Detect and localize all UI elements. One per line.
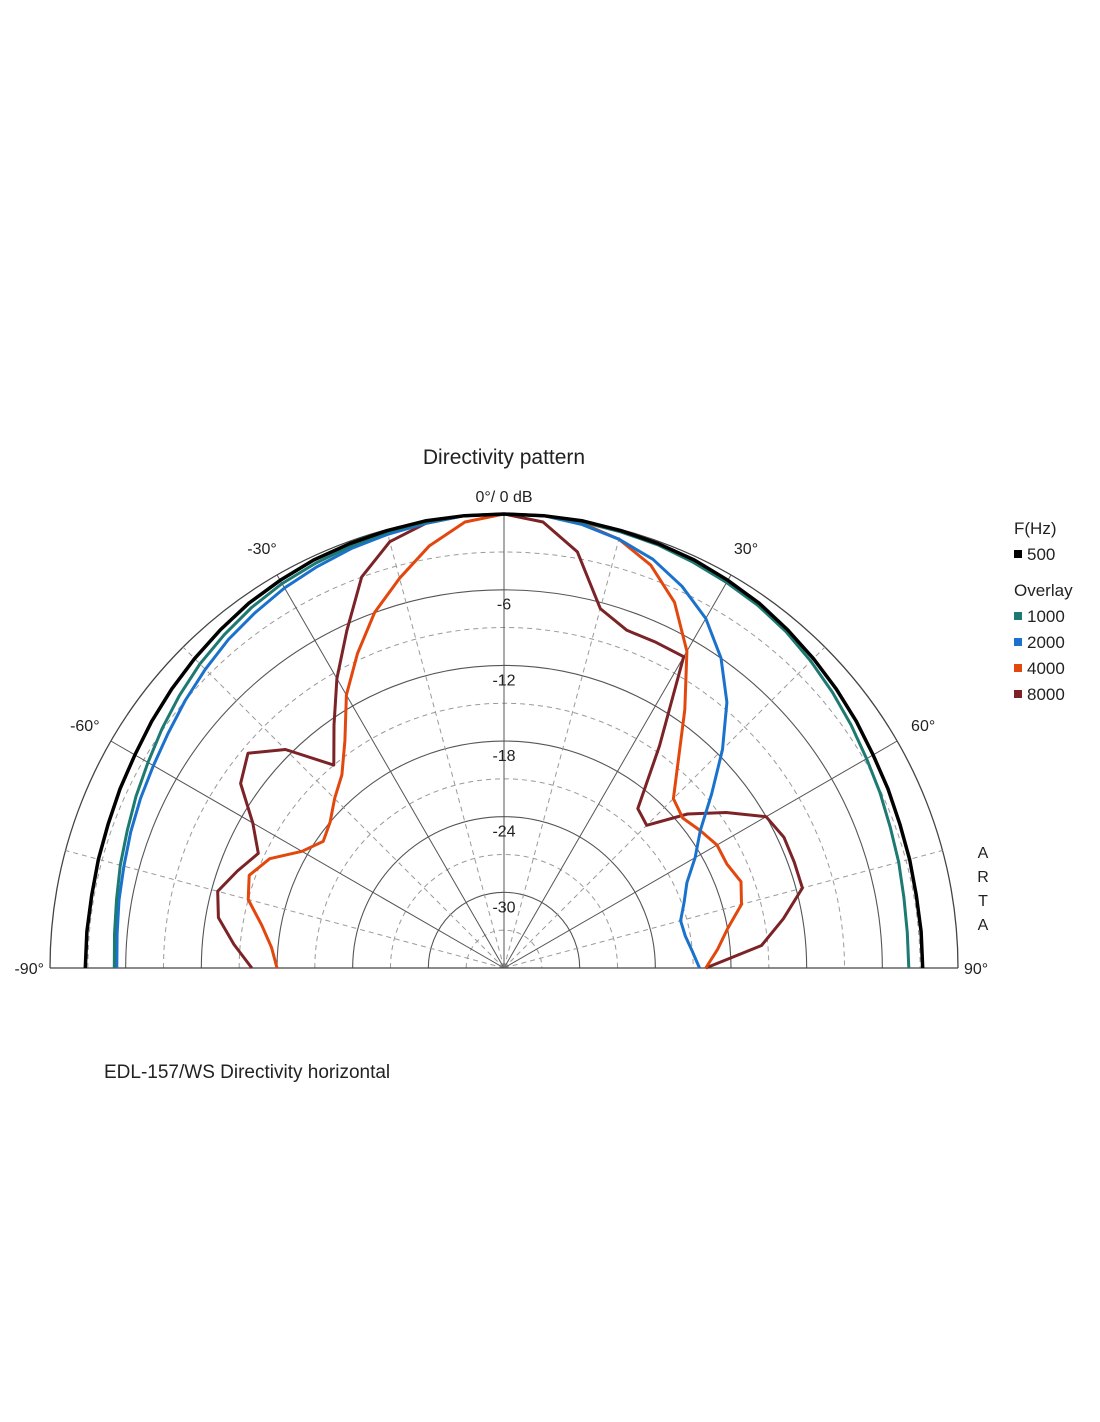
- grid-radial-minor: [182, 646, 505, 969]
- grid-radial-minor: [503, 529, 622, 969]
- angle-tick-label: -60°: [70, 718, 100, 735]
- legend-swatch: [1014, 690, 1022, 698]
- grid-radial-major: [110, 740, 505, 969]
- top-label: 0°/ 0 dB: [475, 489, 532, 506]
- db-tick-label: -18: [492, 748, 515, 765]
- legend-swatch: [1014, 664, 1022, 672]
- angle-tick-label: 90°: [964, 961, 988, 978]
- grid-radial-major: [276, 574, 505, 969]
- brand-letter: A: [978, 845, 989, 862]
- brand-letter: A: [978, 917, 989, 934]
- grid-radial-major: [503, 740, 898, 969]
- angle-tick-label: 30°: [734, 541, 758, 558]
- grid-radial-minor: [503, 646, 826, 969]
- brand-letter: T: [978, 893, 988, 910]
- legend-entry: 4000: [1027, 659, 1065, 678]
- brand-letter: R: [977, 869, 989, 886]
- legend-entry: 1000: [1027, 607, 1065, 626]
- grid-radial-major: [503, 574, 732, 969]
- legend-header: F(Hz): [1014, 519, 1056, 538]
- chart-title: Directivity pattern: [423, 446, 585, 469]
- grid-radial-minor: [386, 529, 505, 969]
- db-tick-label: -6: [497, 597, 511, 614]
- legend-swatch: [1014, 550, 1022, 558]
- grid-arc-minor: [465, 929, 543, 969]
- grid-radial-minor: [65, 850, 505, 969]
- legend-overlay-header: Overlay: [1014, 581, 1073, 600]
- db-tick-label: -24: [492, 824, 515, 841]
- legend-entry: 500: [1027, 545, 1055, 564]
- angle-tick-label: -30°: [247, 541, 277, 558]
- legend: F(Hz) Overlay 500 1000 2000 4000 8000: [1014, 519, 1073, 704]
- angle-tick-label: 60°: [911, 718, 935, 735]
- series-line-500: [83, 512, 925, 969]
- angle-tick-label: -90°: [14, 961, 44, 978]
- legend-entry: 8000: [1027, 685, 1065, 704]
- db-tick-label: -30: [492, 899, 515, 916]
- axis-labels: 0°/ 0 dB -90° -60° -30° 30° 60° 90° -6 -12 -18 -2…: [14, 489, 988, 978]
- series-layer: [83, 512, 925, 970]
- legend-swatch: [1014, 638, 1022, 646]
- figure-caption: EDL-157/WS Directivity horizontal: [104, 1062, 391, 1083]
- legend-swatch: [1014, 612, 1022, 620]
- grid-radial-minor: [503, 850, 943, 969]
- legend-entry: 2000: [1027, 633, 1065, 652]
- db-tick-label: -12: [492, 672, 515, 689]
